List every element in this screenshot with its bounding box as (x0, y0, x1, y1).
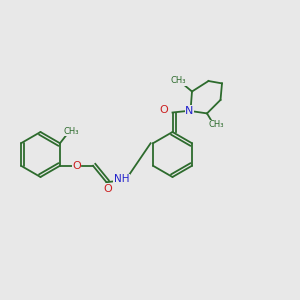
Text: NH: NH (114, 174, 129, 184)
Text: CH₃: CH₃ (208, 120, 224, 129)
Text: CH₃: CH₃ (171, 76, 186, 85)
Text: O: O (160, 105, 169, 115)
Text: N: N (185, 106, 194, 116)
Text: O: O (72, 161, 81, 171)
Text: CH₃: CH₃ (64, 127, 79, 136)
Text: O: O (103, 184, 112, 194)
